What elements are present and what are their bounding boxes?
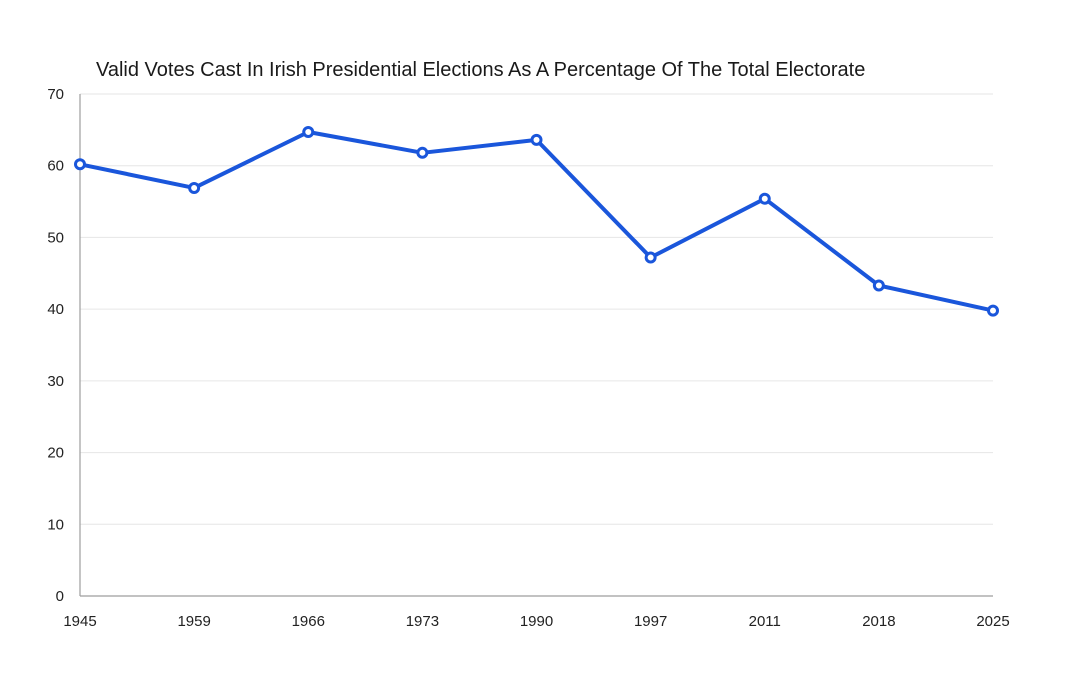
y-tick-label: 30	[47, 373, 64, 390]
data-points	[74, 126, 999, 317]
x-tick-label: 1990	[520, 613, 553, 630]
data-point	[302, 126, 315, 139]
gridlines	[80, 93, 993, 525]
y-tick-label: 60	[47, 158, 64, 175]
series-lines	[78, 130, 995, 313]
x-tick-label: 2018	[862, 613, 895, 630]
x-tick-label: 1997	[634, 613, 667, 630]
data-point	[416, 146, 429, 159]
y-tick-label: 20	[47, 445, 64, 462]
series-line	[78, 130, 995, 313]
x-axis-tick-labels: 1945 1959 1966 1973 1990 1997 2011 2018 2025	[63, 613, 1009, 630]
data-point	[758, 192, 771, 205]
x-tick-label: 2025	[976, 613, 1009, 630]
x-tick-label: 1945	[63, 613, 96, 630]
data-point	[872, 279, 885, 292]
x-tick-label: 2011	[749, 613, 781, 630]
y-tick-label: 40	[47, 301, 64, 318]
x-tick-label: 1966	[292, 613, 325, 630]
x-tick-label: 1959	[177, 613, 210, 630]
y-tick-label: 50	[47, 229, 64, 246]
y-tick-label: 0	[56, 588, 64, 605]
data-point	[644, 251, 657, 264]
chart-title: Valid Votes Cast In Irish Presidential E…	[96, 59, 865, 81]
data-point	[188, 181, 201, 194]
y-axis-tick-labels: 0 10 20 30 40 50 60 70	[47, 86, 64, 605]
y-tick-label: 10	[47, 516, 64, 533]
data-point	[74, 158, 86, 171]
data-point	[987, 304, 999, 317]
data-point	[530, 133, 543, 146]
x-tick-label: 1973	[406, 613, 439, 630]
y-tick-label: 70	[47, 86, 64, 103]
axes	[79, 94, 993, 597]
